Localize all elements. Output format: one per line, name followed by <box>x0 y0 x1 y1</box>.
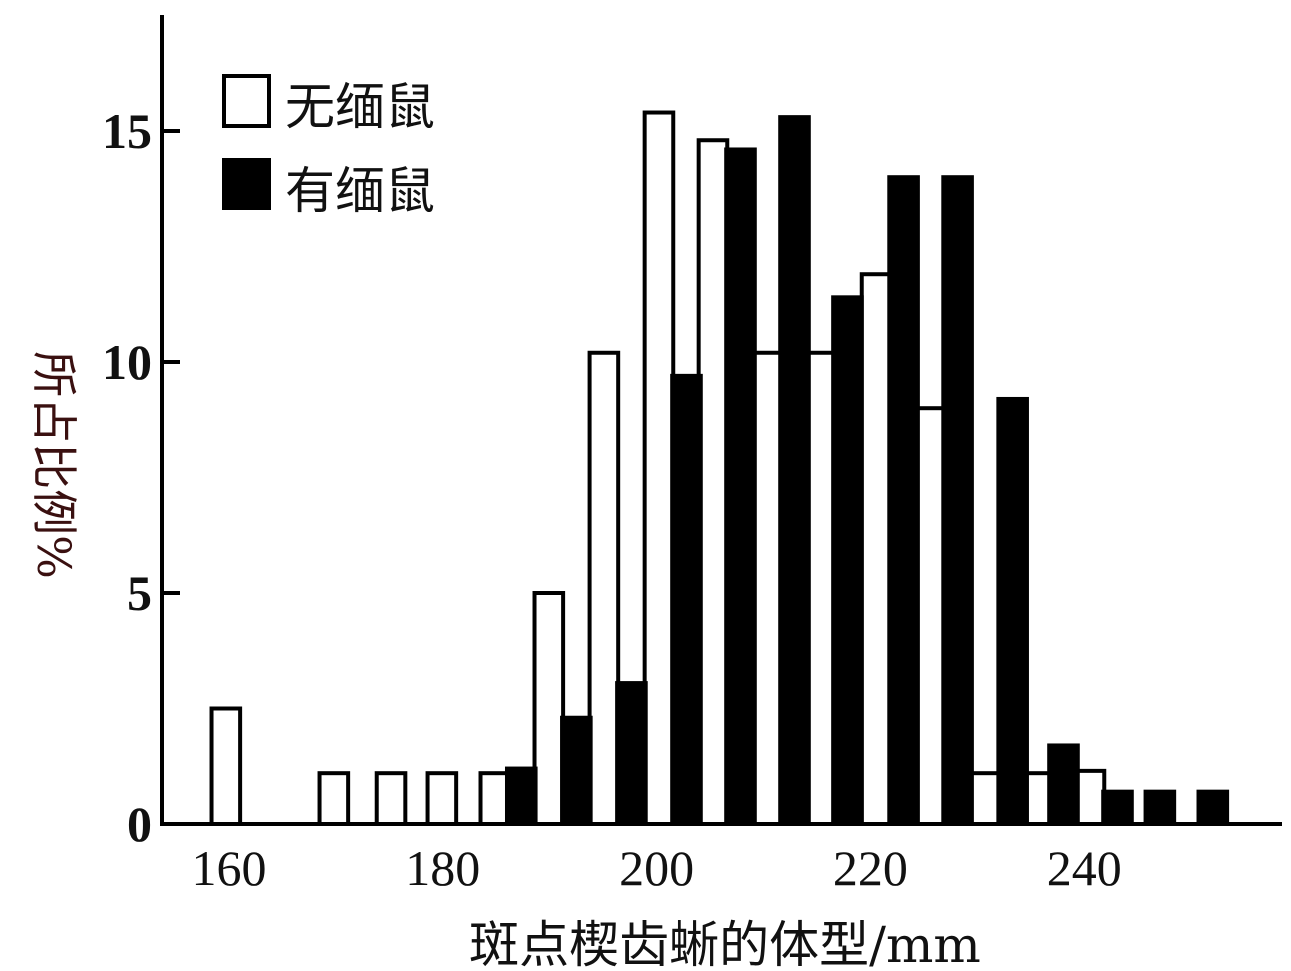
y-ticks: 0 5 10 15 <box>102 103 180 852</box>
y-tick-label: 0 <box>127 796 152 852</box>
y-tick-label: 15 <box>102 103 152 159</box>
bar-with-rat <box>996 396 1029 826</box>
y-tick-label: 5 <box>127 565 152 621</box>
bar-with-rat <box>831 295 864 826</box>
bar-with-rat <box>887 175 920 826</box>
x-tick-label: 180 <box>405 840 480 896</box>
legend-label-with-rat: 有缅鼠 <box>285 162 435 220</box>
bar-no-rat <box>1073 768 1107 826</box>
bar-with-rat <box>1047 743 1080 827</box>
bar-no-rat <box>317 771 351 826</box>
legend-swatch-no-rat <box>222 74 271 128</box>
bar-with-rat <box>778 115 811 826</box>
bar-with-rat <box>1101 789 1134 826</box>
bar-with-rat <box>670 373 703 826</box>
bar-no-rat <box>696 138 730 827</box>
legend-label-no-rat: 无缅鼠 <box>285 78 435 136</box>
bar-no-rat <box>859 272 893 827</box>
bar-with-rat <box>615 681 648 827</box>
bar-no-rat <box>968 771 1002 826</box>
x-tick-label: 200 <box>619 840 694 896</box>
legend-swatch-with-rat <box>222 158 271 210</box>
bar-no-rat <box>209 706 243 826</box>
bar-with-rat <box>560 715 593 826</box>
y-axis-label: 所占比例% <box>27 351 81 579</box>
bar-with-rat <box>941 175 974 826</box>
bar-no-rat <box>532 591 566 826</box>
x-tick-label: 160 <box>192 840 267 896</box>
bar-no-rat <box>374 771 408 826</box>
x-ticks: 160 180 200 220 240 <box>192 840 1122 896</box>
x-tick-label: 240 <box>1047 840 1122 896</box>
bar-no-rat <box>478 771 512 826</box>
bar-no-rat <box>914 406 948 826</box>
bar-with-rat <box>504 766 538 826</box>
bar-no-rat <box>642 110 676 826</box>
legend: 无缅鼠 有缅鼠 <box>222 74 435 220</box>
bar-with-rat <box>1143 789 1177 826</box>
bar-with-rat <box>724 147 757 827</box>
bar-no-rat <box>750 350 784 826</box>
x-tick-label: 220 <box>833 840 908 896</box>
bar-with-rat <box>1196 789 1230 826</box>
y-tick-label: 10 <box>102 334 152 390</box>
bar-no-rat <box>425 771 459 826</box>
bar-no-rat <box>587 350 621 826</box>
x-axis-label: 斑点楔齿蜥的体型/mm <box>469 916 981 971</box>
